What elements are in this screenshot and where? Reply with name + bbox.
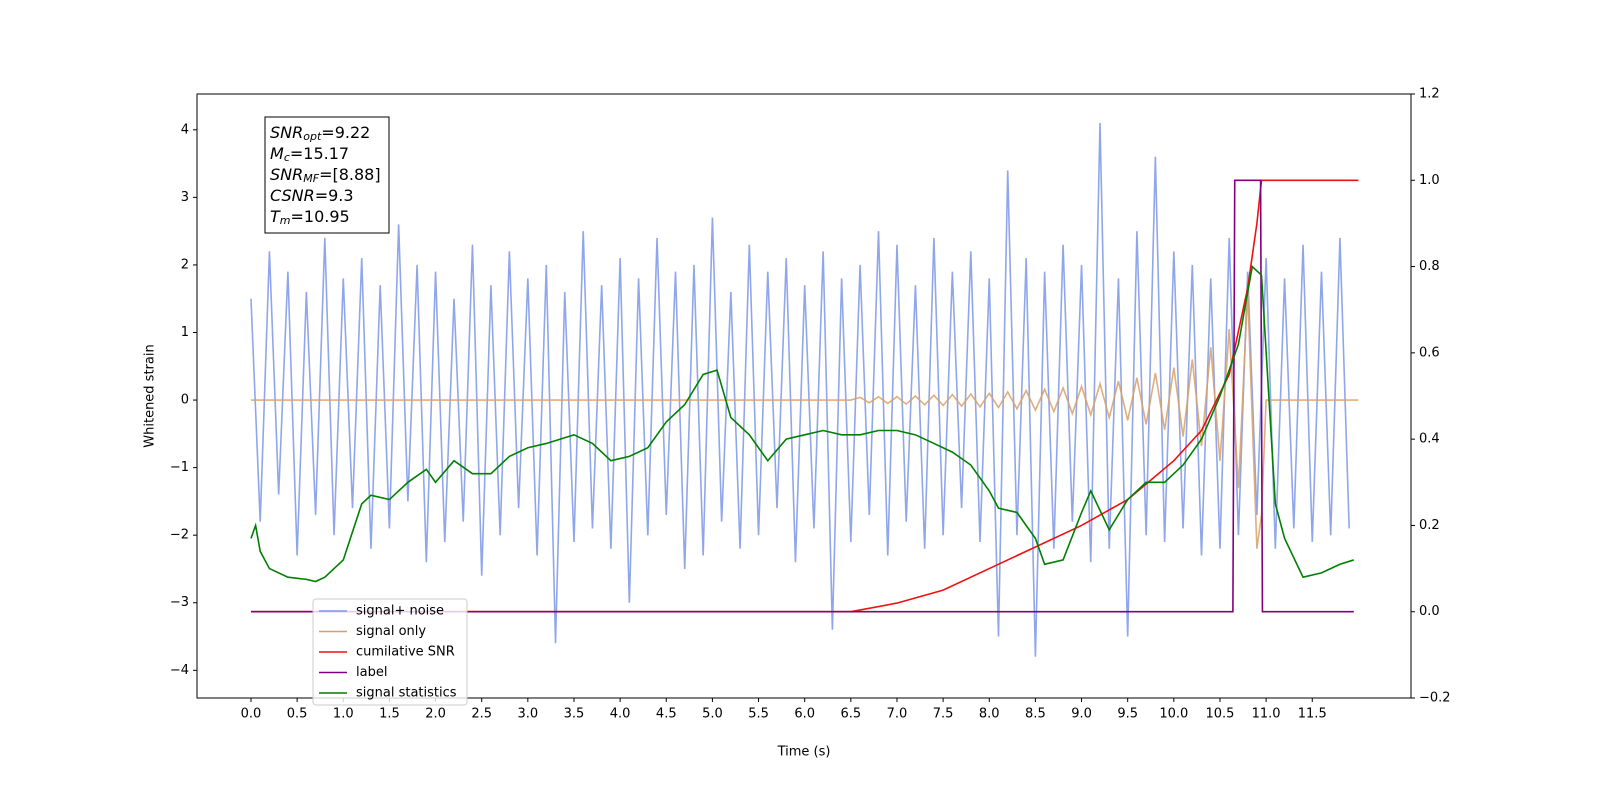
legend-label: cumilative SNR [356, 645, 455, 660]
y2-tick-label: 0.6 [1419, 345, 1440, 360]
annotation-box: SNRopt=9.22Mc=15.17SNRMF=[8.88]CSNR=9.3T… [264, 116, 390, 234]
x-tick-label: 3.5 [564, 707, 585, 722]
legend-label: signal statistics [356, 686, 457, 701]
annotation-subscript: m [280, 214, 291, 227]
x-tick-label: 10.0 [1159, 707, 1188, 722]
y-tick-label: −4 [170, 663, 189, 678]
x-tick-label: 6.5 [840, 707, 861, 722]
y2-tick-label: 0.2 [1419, 518, 1440, 533]
annotation-subscript: c [284, 151, 290, 164]
annotation-value: =[8.88] [319, 165, 381, 184]
y2-tick-label: −0.2 [1419, 691, 1451, 706]
legend-label: signal+ noise [356, 604, 444, 619]
y2-tick-label: 0.8 [1419, 259, 1440, 274]
annotation-frame [264, 116, 390, 234]
y-tick-label: 0 [181, 393, 189, 408]
annotation-symbol: M [270, 144, 284, 163]
y2-tick-label: 1.2 [1419, 87, 1440, 102]
x-tick-label: 6.0 [794, 707, 815, 722]
legend: signal+ noise signal only cumilative SNR la… [312, 598, 468, 706]
y-tick-label: −1 [170, 460, 189, 475]
x-tick-label: 5.5 [748, 707, 769, 722]
x-tick-label: 10.5 [1205, 707, 1234, 722]
y-axis-label: Whitened strain [143, 344, 158, 447]
x-tick-label: 8.5 [1025, 707, 1046, 722]
annotation-value: =9.3 [315, 186, 354, 205]
x-axis-label: Time (s) [777, 745, 831, 760]
x-tick-label: 9.5 [1117, 707, 1138, 722]
x-tick-label: 7.0 [887, 707, 908, 722]
x-tick-label: 11.0 [1252, 707, 1281, 722]
y2-tick-label: 0.0 [1419, 604, 1440, 619]
x-tick-label: 7.5 [933, 707, 954, 722]
legend-frame [312, 598, 468, 706]
x-tick-label: 0.0 [241, 707, 262, 722]
x-tick-label: 8.0 [979, 707, 1000, 722]
y2-tick-label: 1.0 [1419, 173, 1440, 188]
annotation-line: CSNR=9.3 [270, 186, 354, 205]
series-line [250, 264, 1355, 583]
annotation-subscript: MF [303, 172, 319, 185]
x-tick-label: 0.5 [287, 707, 308, 722]
annotation-value: =15.17 [290, 144, 349, 163]
x-tick-label: 11.5 [1298, 707, 1327, 722]
legend-label: signal only [356, 624, 426, 639]
y-tick-label: 2 [181, 257, 189, 272]
x-tick-label: 1.5 [379, 707, 400, 722]
annotation-value: =10.95 [291, 207, 350, 226]
x-tick-label: 1.0 [333, 707, 354, 722]
annotation-line: SNRopt=9.22 [270, 123, 370, 144]
plot-frame [196, 93, 1412, 699]
annotation-subscript: opt [303, 130, 322, 143]
y-tick-label: 4 [181, 122, 189, 137]
annotation-symbol: CSNR [270, 186, 315, 205]
annotation-line: SNRMF=[8.88] [270, 165, 381, 186]
x-tick-label: 9.0 [1071, 707, 1092, 722]
y-tick-label: −3 [170, 595, 189, 610]
y-tick-label: 1 [181, 325, 189, 340]
series-line [250, 123, 1350, 657]
y2-tick-label: 0.4 [1419, 432, 1440, 447]
annotation-symbol: SNR [270, 165, 303, 184]
annotation-line: Tm=10.95 [270, 207, 350, 228]
annotation-value: =9.22 [321, 123, 370, 142]
x-tick-label: 4.0 [610, 707, 631, 722]
annotation-symbol: T [270, 207, 281, 226]
x-tick-label: 4.5 [656, 707, 677, 722]
annotation-line: Mc=15.17 [270, 144, 349, 165]
y-tick-label: 3 [181, 190, 189, 205]
series-line [250, 179, 1354, 613]
y-tick-label: −2 [170, 528, 189, 543]
x-tick-label: 3.0 [517, 707, 538, 722]
legend-label: label [356, 665, 387, 680]
x-tick-label: 5.0 [702, 707, 723, 722]
series-line [250, 291, 1359, 549]
x-tick-label: 2.5 [471, 707, 492, 722]
x-tick-label: 2.0 [425, 707, 446, 722]
series-line [250, 179, 1359, 613]
annotation-symbol: SNR [270, 123, 303, 142]
